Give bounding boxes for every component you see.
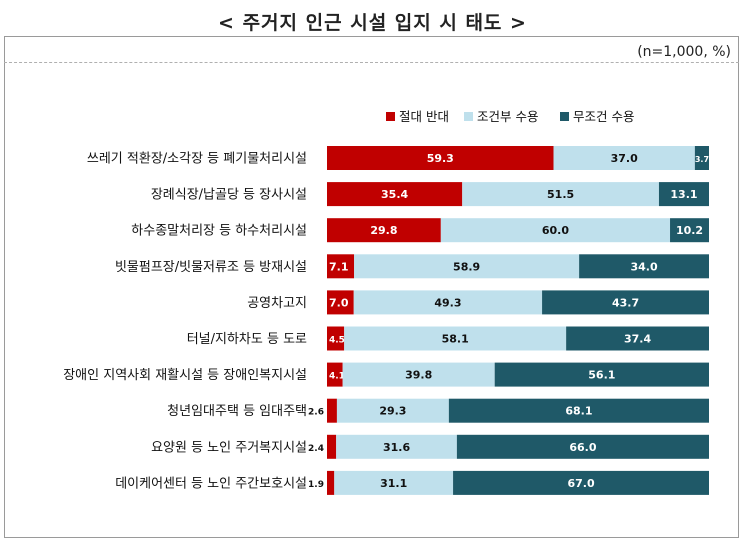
bar-segment-3 (456, 434, 709, 459)
bar-segment-2 (440, 218, 671, 243)
bar-segment-2 (336, 434, 457, 459)
bar-segment-1 (327, 290, 354, 315)
bar-segment-3 (579, 254, 709, 279)
legend-label-1: 절대 반대 (399, 109, 449, 124)
legend-swatch-1 (386, 112, 395, 121)
data-label: 2.6 (308, 408, 324, 418)
data-label: 43.7 (612, 296, 639, 309)
bar-segment-2 (344, 326, 567, 351)
bar-segment-2 (336, 398, 449, 423)
data-label: 49.3 (434, 296, 461, 309)
bar-segment-2 (334, 470, 454, 495)
bar-segment-3 (566, 326, 709, 351)
category-label: 청년임대주택 등 임대주택 (167, 404, 307, 419)
category-label: 공영차고지 (247, 296, 307, 311)
bar-segment-1 (327, 182, 463, 207)
bar-segment-3 (670, 218, 709, 243)
data-label: 58.9 (453, 260, 480, 273)
data-label: 58.1 (442, 333, 469, 346)
data-label: 2.4 (308, 444, 324, 454)
category-label: 빗물펌프장/빗물저류조 등 방재시설 (115, 260, 307, 275)
data-label: 34.0 (630, 260, 657, 273)
data-label: 4.5 (329, 336, 345, 346)
data-label: 7.0 (329, 296, 349, 309)
data-label: 35.4 (381, 188, 408, 201)
category-label: 장애인 지역사회 재활시설 등 장애인복지시설 (63, 368, 307, 383)
bar-segment-3 (542, 290, 709, 315)
bar-segment-2 (342, 362, 495, 387)
unit-divider (4, 62, 739, 63)
bar-segment-3 (453, 470, 709, 495)
bar-segment-1 (327, 470, 335, 495)
data-label: 31.1 (380, 477, 407, 490)
bar-segment-1 (327, 218, 441, 243)
bar-segment-1 (327, 254, 355, 279)
data-label: 59.3 (427, 152, 454, 165)
data-label: 39.8 (405, 369, 432, 382)
data-label: 37.0 (611, 152, 638, 165)
data-label: 10.2 (676, 224, 703, 237)
legend-label-2: 조건부 수용 (477, 109, 538, 124)
bar-segment-1 (327, 398, 337, 423)
data-label: 51.5 (547, 188, 574, 201)
unit-note: (n=1,000, %) (637, 44, 731, 60)
bar-segment-2 (553, 146, 695, 170)
category-label: 터널/지하차도 등 도로 (187, 332, 307, 347)
data-label: 31.6 (383, 441, 410, 454)
bar-segment-3 (448, 398, 709, 423)
data-label: 1.9 (308, 480, 324, 490)
category-label: 요양원 등 노인 주거복지시설 (151, 440, 307, 455)
bar-segment-1 (327, 146, 554, 170)
data-label: 29.8 (370, 224, 397, 237)
category-label: 하수종말처리장 등 하수처리시설 (131, 224, 307, 239)
data-label: 7.1 (329, 260, 349, 273)
data-label: 68.1 (565, 405, 592, 418)
data-label: 37.4 (624, 333, 651, 346)
bar-segment-3 (694, 146, 709, 170)
data-label: 56.1 (588, 369, 615, 382)
bar-segment-3 (494, 362, 709, 387)
category-label: 쓰레기 적환장/소각장 등 폐기물처리시설 (87, 152, 307, 167)
bar-segment-2 (462, 182, 659, 207)
legend-label-3: 무조건 수용 (573, 109, 634, 124)
data-label: 3.7 (695, 155, 709, 164)
data-label: 66.0 (569, 441, 596, 454)
chart-frame (4, 36, 739, 538)
bar-segment-1 (327, 434, 337, 459)
legend-swatch-2 (464, 112, 473, 121)
bar-segment-2 (354, 254, 580, 279)
chart-title: < 주거지 인근 시설 입지 시 태도 > (218, 12, 527, 34)
legend-swatch-3 (560, 112, 569, 121)
data-label: 13.1 (670, 188, 697, 201)
data-label: 67.0 (567, 477, 594, 490)
category-label: 장례식장/납골당 등 장사시설 (151, 188, 307, 203)
data-label: 29.3 (379, 405, 406, 418)
bar-segment-1 (327, 362, 343, 387)
bar-segment-3 (658, 182, 709, 207)
bar-segment-1 (327, 326, 345, 351)
data-label: 60.0 (542, 224, 569, 237)
category-label: 데이케어센터 등 노인 주간보호시설 (115, 476, 307, 491)
bar-segment-2 (353, 290, 543, 315)
data-label: 4.1 (329, 372, 345, 382)
